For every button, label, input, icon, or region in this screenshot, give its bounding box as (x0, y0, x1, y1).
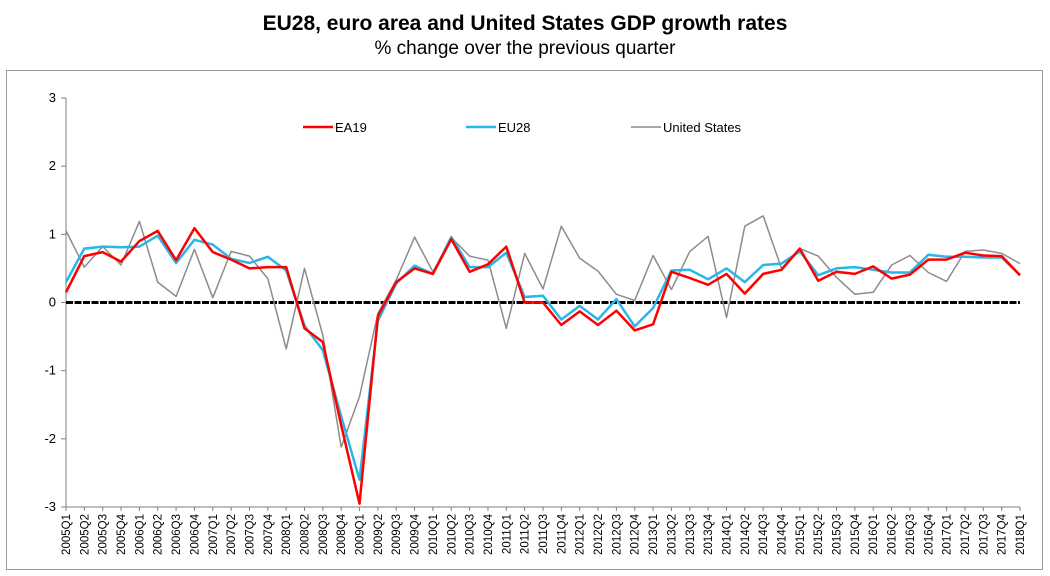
x-tick-label: 2007Q3 (244, 514, 256, 555)
x-tick-label: 2006Q2 (153, 514, 165, 555)
x-tick-label: 2012Q4 (630, 513, 642, 555)
y-tick-label: -1 (44, 363, 56, 378)
y-tick-label: 2 (49, 158, 56, 173)
x-tick-label: 2014Q1 (721, 514, 733, 555)
x-tick-label: 2012Q1 (575, 514, 587, 555)
x-tick-label: 2016Q4 (923, 513, 935, 555)
x-tick-label: 2015Q4 (850, 513, 862, 555)
x-tick-label: 2010Q4 (483, 513, 495, 555)
series-line-eu28 (64, 234, 1021, 481)
y-tick-label: 3 (49, 90, 56, 105)
chart-legend: EA19 EU28 United States (303, 120, 742, 135)
x-tick-label: 2015Q2 (813, 514, 825, 555)
chart-frame (6, 70, 1043, 570)
x-tick-label: 2006Q4 (189, 513, 201, 555)
x-tick-label: 2013Q3 (685, 514, 697, 555)
x-tick-label: 2013Q1 (648, 514, 660, 555)
x-tick-label: 2009Q1 (355, 514, 367, 555)
x-tick-label: 2005Q4 (116, 513, 128, 555)
x-tick-label: 2006Q3 (171, 514, 183, 555)
x-tick-label: 2011Q1 (501, 514, 513, 554)
x-tick-label: 2009Q4 (410, 513, 422, 555)
x-tick-label: 2015Q3 (832, 514, 844, 555)
x-tick-label: 2016Q2 (887, 514, 899, 555)
chart-subtitle: % change over the previous quarter (374, 38, 676, 59)
x-tick-label: 2017Q2 (960, 514, 972, 555)
x-tick-label: 2017Q4 (997, 513, 1009, 555)
x-tick-label: 2015Q1 (795, 514, 807, 555)
y-tick-label: -3 (44, 499, 56, 514)
y-tick-label: -2 (44, 431, 56, 446)
x-tick-label: 2010Q3 (465, 514, 477, 555)
y-tick-label: 1 (49, 226, 56, 241)
x-tick-label: 2008Q2 (300, 514, 312, 555)
x-tick-label: 2014Q2 (740, 514, 752, 555)
legend-label-ea19: EA19 (335, 120, 367, 135)
x-tick-label: 2007Q4 (263, 513, 275, 555)
x-tick-label: 2006Q1 (134, 514, 146, 555)
x-tick-label: 2011Q2 (520, 514, 532, 554)
x-tick-label: 2013Q4 (703, 513, 715, 555)
x-tick-label: 2012Q3 (611, 514, 623, 555)
x-tick-label: 2018Q1 (1015, 514, 1027, 555)
chart-title: EU28, euro area and United States GDP gr… (262, 12, 788, 35)
x-tick-label: 2011Q3 (538, 514, 550, 554)
x-tick-label: 2016Q1 (868, 514, 880, 555)
x-tick-label: 2007Q1 (208, 514, 220, 555)
x-tick-label: 2010Q2 (446, 514, 458, 555)
x-tick-label: 2009Q2 (373, 514, 385, 555)
x-tick-label: 2009Q3 (391, 514, 403, 555)
x-tick-label: 2008Q1 (281, 514, 293, 555)
series-line-united-states (65, 215, 1021, 448)
y-tick-label: 0 (49, 295, 56, 310)
series-layer (64, 215, 1021, 505)
series-line-ea19 (64, 226, 1021, 505)
x-tick-label: 2008Q3 (318, 514, 330, 555)
x-tick-label: 2014Q3 (758, 514, 770, 555)
x-tick-label: 2010Q1 (428, 514, 440, 555)
x-tick-label: 2012Q2 (593, 514, 605, 555)
x-tick-label: 2017Q1 (942, 514, 954, 555)
x-tick-label: 2005Q3 (98, 514, 110, 555)
legend-label-eu28: EU28 (498, 120, 531, 135)
x-tick-label: 2011Q4 (556, 513, 568, 554)
x-tick-label: 2017Q3 (978, 514, 990, 555)
x-tick-label: 2014Q4 (777, 513, 789, 555)
x-tick-label: 2007Q2 (226, 514, 238, 555)
chart-axes: 3 2 1 0 -1 -2 -3 2005Q1 2005Q2 2005Q3 2005Q4 2006Q1… (44, 90, 1027, 555)
legend-label-united-states: United States (663, 120, 742, 135)
x-tick-label: 2013Q2 (666, 514, 678, 555)
x-tick-label: 2005Q1 (61, 514, 73, 555)
x-tick-label: 2005Q2 (79, 514, 91, 555)
x-tick-label: 2008Q4 (336, 513, 348, 555)
x-tick-label: 2016Q3 (905, 514, 917, 555)
